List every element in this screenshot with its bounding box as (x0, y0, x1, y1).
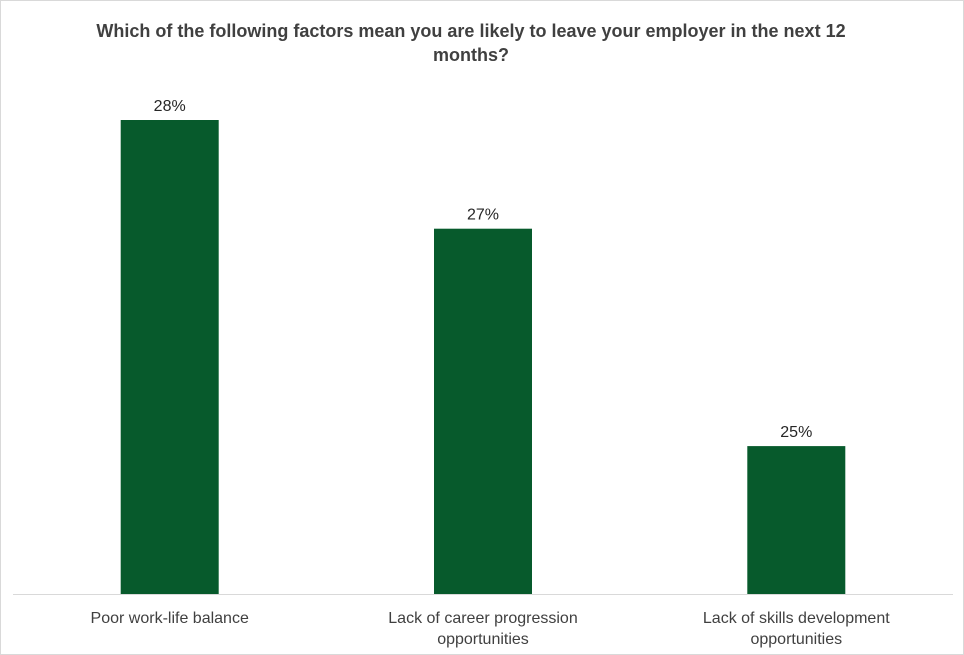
data-label-2: 27% (467, 207, 499, 224)
data-label-3: 25% (780, 424, 812, 441)
category-label-1: Poor work-life balance (91, 610, 249, 627)
chart-title: Which of the following factors mean you … (96, 21, 846, 65)
category-label-line: Poor work-life balance (91, 610, 249, 627)
bar-3 (747, 446, 846, 594)
category-label-3: Lack of skills development opportunities (703, 610, 890, 648)
category-label-line: Lack of career progression (388, 610, 577, 627)
data-label-1: 28% (154, 98, 186, 115)
bar-2 (434, 228, 532, 594)
bar-1 (120, 120, 219, 594)
category-label-2: Lack of career progression opportunities (388, 610, 577, 648)
category-label-line: opportunities (437, 631, 529, 648)
category-label-line: opportunities (750, 631, 842, 648)
category-label-line: Lack of skills development (703, 610, 890, 627)
